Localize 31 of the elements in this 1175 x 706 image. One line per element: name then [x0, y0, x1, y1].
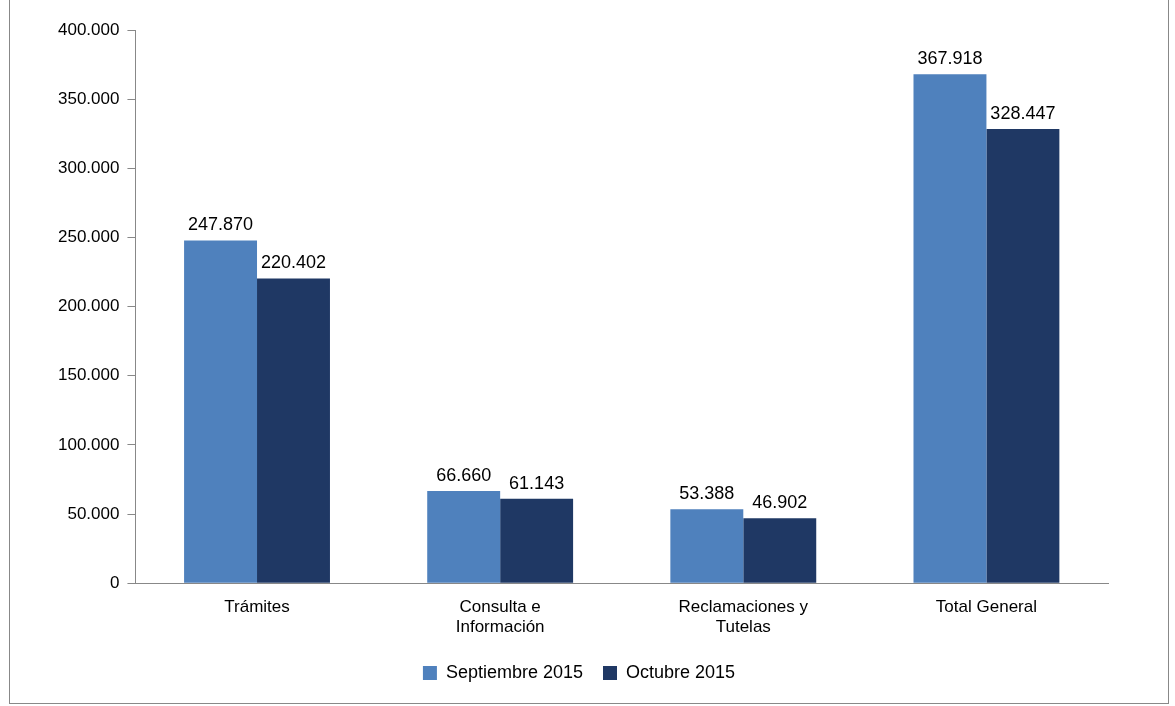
bar — [184, 240, 258, 583]
y-tick-label: 250.000 — [58, 227, 120, 247]
data-label: 53.388 — [679, 483, 735, 504]
data-label: 220.402 — [260, 252, 327, 273]
bar — [670, 509, 744, 583]
x-tick-label: Trámites — [224, 597, 290, 617]
y-tick-label: 400.000 — [58, 19, 120, 39]
y-tick-label: 0 — [109, 572, 120, 592]
data-label: 247.870 — [188, 214, 254, 235]
y-tick-label: 300.000 — [58, 157, 120, 177]
data-label: 367.918 — [917, 48, 983, 69]
y-tick-label: 50.000 — [67, 503, 120, 523]
legend-label: Septiembre 2015 — [445, 661, 584, 682]
bar — [257, 278, 330, 583]
y-tick-label: 150.000 — [58, 365, 120, 385]
bar — [913, 74, 987, 583]
y-tick-label: 350.000 — [58, 88, 120, 108]
bar — [986, 128, 1060, 583]
bar — [500, 498, 574, 583]
legend-label: Octubre 2015 — [626, 661, 736, 682]
x-tick-label: Reclamaciones y Tutelas — [678, 597, 809, 637]
x-tick-label: Consulta e Información — [455, 597, 545, 637]
y-tick-label: 200.000 — [58, 296, 120, 316]
data-label: 328.447 — [990, 102, 1056, 123]
x-tick-label: Total General — [935, 597, 1037, 617]
y-tick-label: 100.000 — [58, 434, 120, 454]
bar — [743, 518, 817, 583]
data-label: 46.902 — [752, 492, 808, 513]
data-label: 66.660 — [436, 464, 492, 485]
data-label: 61.143 — [509, 472, 565, 493]
bar — [427, 491, 501, 583]
